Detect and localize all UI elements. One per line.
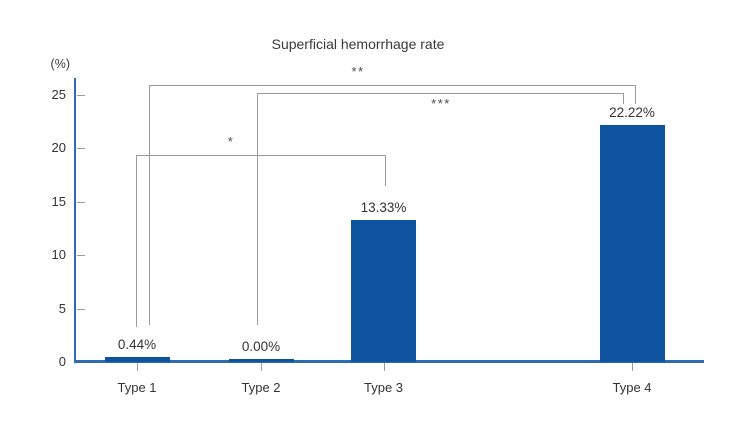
significance-bracket-right-drop <box>623 93 624 104</box>
significance-label: * <box>227 134 235 149</box>
x-tick-mark <box>261 363 262 371</box>
significance-bracket-left-drop <box>149 85 150 325</box>
y-tick-label: 0 <box>58 354 66 369</box>
bar-value-label: 0.00% <box>241 339 281 354</box>
significance-bracket-left-drop <box>136 155 137 327</box>
significance-bracket-left-drop <box>257 93 258 325</box>
y-tick-label: 10 <box>51 247 66 262</box>
bar-value-label: 0.44% <box>117 337 157 352</box>
y-tick-mark <box>77 255 85 256</box>
y-tick-label: 20 <box>51 140 66 155</box>
x-tick-mark <box>632 363 633 371</box>
y-tick-label: 15 <box>51 194 66 209</box>
bar <box>104 357 170 362</box>
y-tick-mark <box>77 95 85 96</box>
y-tick-mark <box>77 202 85 203</box>
significance-bracket-right-drop <box>385 155 386 186</box>
significance-bracket-horizontal <box>257 93 623 94</box>
y-tick-mark <box>77 148 85 149</box>
x-category-label: Type 4 <box>612 380 652 395</box>
y-tick-mark <box>77 309 85 310</box>
x-tick-mark <box>384 363 385 371</box>
x-category-label: Type 3 <box>363 380 404 395</box>
chart-title: Superficial hemorrhage rate <box>271 36 445 52</box>
bar-value-label: 13.33% <box>360 200 407 215</box>
significance-bracket-horizontal <box>136 155 385 156</box>
bar <box>599 125 665 362</box>
bar <box>351 220 416 362</box>
y-tick-label: 5 <box>58 301 66 316</box>
bar <box>228 359 294 362</box>
y-axis-line <box>74 78 76 363</box>
x-tick-mark <box>137 363 138 371</box>
significance-bracket-horizontal <box>149 85 635 86</box>
x-category-label: Type 2 <box>241 380 281 395</box>
x-category-label: Type 1 <box>117 380 157 395</box>
significance-label: *** <box>431 96 451 111</box>
y-tick-label: 25 <box>51 87 66 102</box>
bar-value-label: 22.22% <box>609 105 655 120</box>
significance-bracket-right-drop <box>635 85 636 104</box>
y-axis-unit-label: (%) <box>50 57 70 71</box>
significance-label: ** <box>351 64 365 79</box>
